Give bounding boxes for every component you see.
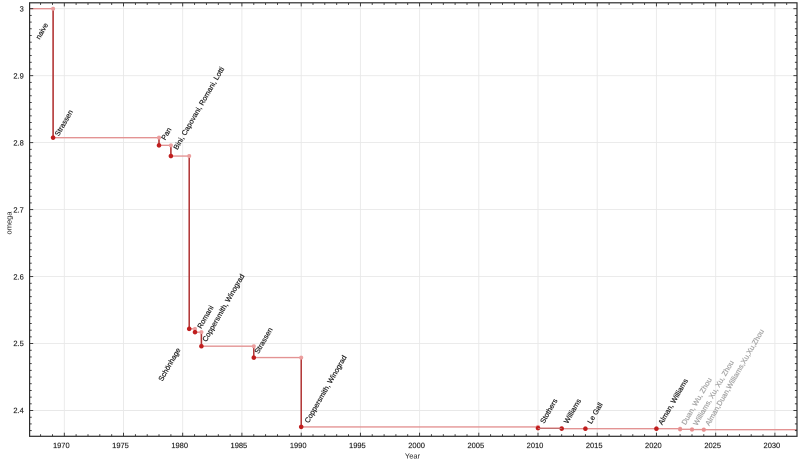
svg-text:omega: omega — [5, 211, 14, 235]
svg-text:2010: 2010 — [527, 441, 544, 450]
svg-text:2.7: 2.7 — [13, 205, 23, 214]
svg-text:1970: 1970 — [53, 441, 70, 450]
svg-text:2.5: 2.5 — [13, 339, 23, 348]
svg-text:1990: 1990 — [290, 441, 307, 450]
svg-text:1980: 1980 — [171, 441, 188, 450]
svg-text:1975: 1975 — [112, 441, 129, 450]
svg-text:1985: 1985 — [231, 441, 248, 450]
svg-text:2000: 2000 — [408, 441, 425, 450]
svg-text:2.6: 2.6 — [13, 272, 23, 281]
svg-text:Year: Year — [405, 452, 421, 460]
svg-text:2020: 2020 — [645, 441, 662, 450]
svg-text:1995: 1995 — [349, 441, 366, 450]
svg-text:3: 3 — [20, 4, 24, 13]
svg-text:2.9: 2.9 — [13, 71, 23, 80]
svg-text:2005: 2005 — [467, 441, 484, 450]
svg-text:2015: 2015 — [586, 441, 603, 450]
svg-text:2030: 2030 — [764, 441, 781, 450]
svg-text:2.4: 2.4 — [13, 406, 23, 415]
svg-text:2.8: 2.8 — [13, 138, 23, 147]
svg-text:2025: 2025 — [704, 441, 721, 450]
